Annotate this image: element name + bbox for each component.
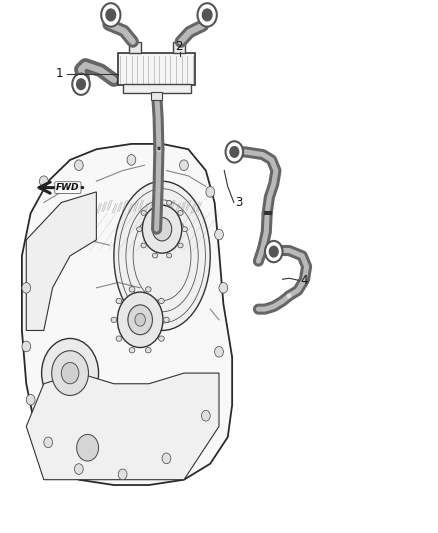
Circle shape <box>219 282 228 293</box>
Text: FWD: FWD <box>56 183 80 192</box>
Circle shape <box>142 205 182 253</box>
Ellipse shape <box>145 287 151 292</box>
Circle shape <box>206 187 215 197</box>
Ellipse shape <box>129 287 135 292</box>
Circle shape <box>42 338 99 408</box>
Ellipse shape <box>111 317 117 322</box>
Circle shape <box>77 434 99 461</box>
Circle shape <box>215 346 223 357</box>
Ellipse shape <box>152 200 158 205</box>
Bar <box>123 84 191 93</box>
Circle shape <box>117 292 163 348</box>
Bar <box>129 42 141 53</box>
Circle shape <box>72 74 90 95</box>
Ellipse shape <box>182 227 187 232</box>
Circle shape <box>22 341 31 352</box>
Bar <box>173 42 185 53</box>
Circle shape <box>44 437 53 448</box>
Circle shape <box>118 469 127 480</box>
Ellipse shape <box>166 253 172 258</box>
Ellipse shape <box>178 243 183 248</box>
Ellipse shape <box>137 227 142 232</box>
Circle shape <box>265 241 283 262</box>
Polygon shape <box>26 192 96 330</box>
Ellipse shape <box>66 432 110 464</box>
Ellipse shape <box>129 348 135 353</box>
Circle shape <box>152 217 172 241</box>
Polygon shape <box>26 373 219 480</box>
Circle shape <box>202 9 212 21</box>
Text: 4: 4 <box>300 273 308 287</box>
Circle shape <box>26 394 35 405</box>
Ellipse shape <box>178 211 183 215</box>
Circle shape <box>74 464 83 474</box>
Ellipse shape <box>159 298 164 304</box>
Circle shape <box>269 246 278 257</box>
Ellipse shape <box>145 348 151 353</box>
Circle shape <box>22 282 31 293</box>
Ellipse shape <box>166 200 172 205</box>
Ellipse shape <box>141 243 146 248</box>
Circle shape <box>128 305 152 335</box>
Circle shape <box>215 229 223 240</box>
Circle shape <box>101 3 120 27</box>
Ellipse shape <box>152 253 158 258</box>
Ellipse shape <box>116 336 122 341</box>
Ellipse shape <box>163 317 169 322</box>
Text: 2: 2 <box>175 40 183 53</box>
Circle shape <box>180 160 188 171</box>
Ellipse shape <box>159 336 164 341</box>
Circle shape <box>201 410 210 421</box>
Bar <box>118 53 195 85</box>
Circle shape <box>127 155 136 165</box>
Circle shape <box>198 3 217 27</box>
Circle shape <box>162 453 171 464</box>
Circle shape <box>74 160 83 171</box>
Text: 3: 3 <box>236 196 243 209</box>
Ellipse shape <box>114 181 210 330</box>
Ellipse shape <box>141 211 146 215</box>
Polygon shape <box>22 144 232 485</box>
Circle shape <box>230 147 239 157</box>
Circle shape <box>77 79 85 90</box>
Ellipse shape <box>116 298 122 304</box>
Circle shape <box>135 313 145 326</box>
Circle shape <box>39 176 48 187</box>
Circle shape <box>61 362 79 384</box>
Circle shape <box>106 9 116 21</box>
Bar <box>152 92 162 100</box>
Circle shape <box>52 351 88 395</box>
Circle shape <box>226 141 243 163</box>
Text: 1: 1 <box>56 67 64 80</box>
